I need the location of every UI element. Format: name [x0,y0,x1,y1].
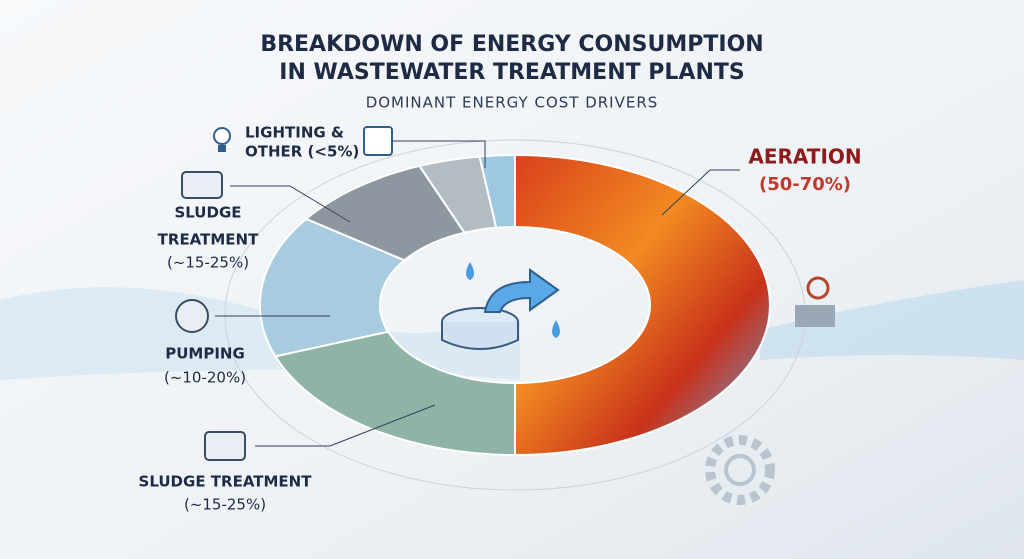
bulb-icon [213,127,231,152]
pump-icon [175,299,209,333]
segment-label: LIGHTING & [245,124,344,142]
subtitle: DOMINANT ENERGY COST DRIVERS [366,94,659,112]
ring-segment [273,330,516,457]
leader-line [661,169,740,216]
segment-label: TREATMENT [158,231,259,249]
segment-label: (~15-25%) [167,254,249,272]
valve-icon [795,276,835,327]
segment-label: PUMPING [165,345,245,363]
ring-segment [478,153,516,229]
segment-label: (~10-20%) [164,369,246,387]
sludge-icon [181,171,223,199]
leader-line [392,140,486,168]
ring-segment [514,153,771,457]
leader-line [255,404,436,447]
segment-label: (50-70%) [759,174,851,195]
center-icon [441,262,560,350]
segment-label: AERATION [748,145,861,169]
segment-label: OTHER (<5%) [245,143,359,161]
title-line: BREAKDOWN OF ENERGY CONSUMPTION [260,32,763,57]
sludge-icon [204,431,246,461]
segment-label: SLUDGE TREATMENT [139,473,313,491]
segment-label: SLUDGE [174,204,241,222]
ring [259,153,771,457]
water-right [760,280,1024,360]
gear-icon [705,435,775,505]
leader-line [230,185,351,223]
panel-icon [363,126,393,156]
segment-label: (~15-25%) [184,496,266,514]
title-line: IN WASTEWATER TREATMENT PLANTS [279,60,744,85]
